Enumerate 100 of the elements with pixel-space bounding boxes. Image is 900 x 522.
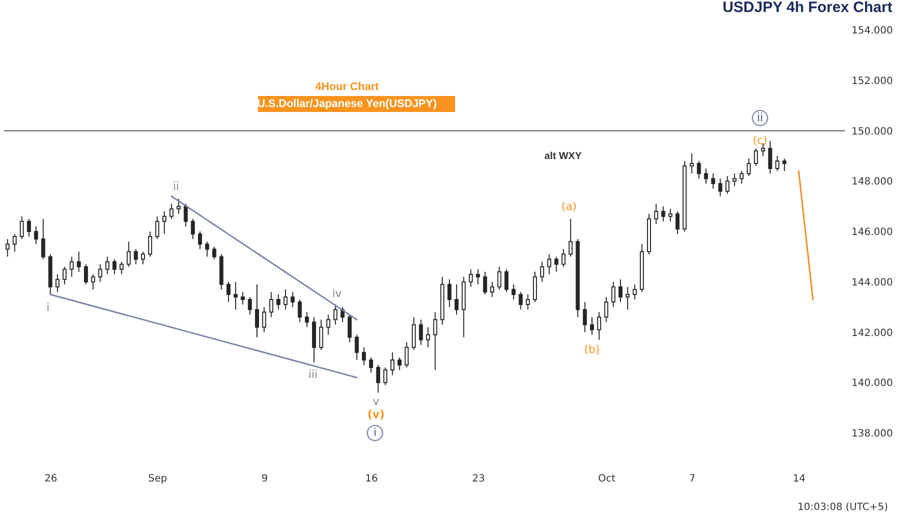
x-tick-label: Oct xyxy=(598,474,616,484)
candlestick xyxy=(676,210,680,235)
candlestick xyxy=(98,264,102,282)
candlestick xyxy=(426,326,430,348)
candlestick xyxy=(504,268,508,292)
y-tick-label: 144.000 xyxy=(852,277,893,288)
candlestick xyxy=(597,312,602,340)
candlestick xyxy=(626,286,630,310)
candlestick xyxy=(91,274,96,290)
text: 10:03:08 (UTC+5) xyxy=(798,502,888,513)
candlestick xyxy=(70,256,74,278)
candlestick xyxy=(333,304,338,326)
candlestick xyxy=(398,356,402,371)
candlestick xyxy=(668,208,672,222)
candlestick xyxy=(155,216,160,240)
candlestick xyxy=(369,356,374,374)
candlestick xyxy=(20,216,24,240)
candlestick xyxy=(568,218,573,258)
candlestick xyxy=(590,316,594,336)
candlestick xyxy=(754,148,758,167)
candlestick xyxy=(126,241,131,268)
candlestick xyxy=(383,367,388,386)
candlestick xyxy=(354,334,359,360)
candlestick xyxy=(618,278,622,303)
candlestick xyxy=(12,234,17,252)
candlestick xyxy=(362,346,366,366)
candlestick xyxy=(512,284,516,300)
candlestick xyxy=(84,264,88,285)
candlestick xyxy=(162,210,166,235)
candlestick xyxy=(190,218,195,240)
candlestick xyxy=(540,261,544,282)
candlestick xyxy=(390,352,394,376)
candlestick xyxy=(276,294,280,310)
candlestick xyxy=(404,342,409,368)
candlestick xyxy=(226,281,231,303)
x-tick-label: 26 xyxy=(44,474,58,484)
candlestick xyxy=(112,258,116,275)
chart-title: USDJPY 4h Forex Chart xyxy=(722,0,892,16)
candlestick xyxy=(148,231,152,258)
annotation: (a) xyxy=(561,200,577,213)
candlestick xyxy=(326,314,330,336)
candlestick xyxy=(169,203,174,220)
candlestick xyxy=(490,281,494,298)
annotation: alt WXY xyxy=(544,151,582,162)
annotation: ii xyxy=(756,111,764,124)
candlestick xyxy=(41,218,46,260)
candlestick xyxy=(547,254,552,275)
candlestick xyxy=(782,158,786,172)
candlestick xyxy=(205,241,210,258)
y-tick-label: 148.000 xyxy=(852,176,893,188)
annotation: iv xyxy=(332,287,342,300)
x-tick-label: 14 xyxy=(792,474,806,484)
candlestick xyxy=(454,284,459,316)
annotation: i xyxy=(46,301,50,314)
y-tick-label: 154.000 xyxy=(852,26,893,36)
y-tick-label: 140.000 xyxy=(852,378,893,390)
candlestick xyxy=(746,158,751,177)
candlestick xyxy=(62,266,67,285)
candlestick xyxy=(768,140,772,174)
x-tick-label: 16 xyxy=(365,474,378,484)
annotation: 4Hour Chart xyxy=(315,81,380,93)
x-tick-label: 7 xyxy=(689,474,696,484)
candlestick xyxy=(433,312,438,371)
candlestick xyxy=(468,268,473,288)
y-tick-label: 152.000 xyxy=(852,76,893,87)
candlestick xyxy=(140,251,145,265)
candlestick xyxy=(661,206,666,222)
candlestick xyxy=(105,256,110,275)
candlestick xyxy=(704,168,708,184)
annotation: v xyxy=(372,395,380,408)
candlestick xyxy=(690,152,694,174)
y-tick-label: 150.000 xyxy=(852,126,893,138)
candlestick xyxy=(732,173,737,187)
x-tick-label: Sep xyxy=(148,474,168,484)
candlestick xyxy=(412,316,416,350)
candlestick xyxy=(554,256,558,272)
candlestick xyxy=(290,291,295,308)
candlestick xyxy=(654,203,658,224)
candlestick xyxy=(234,281,238,310)
annotation: ii xyxy=(172,180,180,193)
annotation: i xyxy=(373,426,377,439)
annotation: iii xyxy=(308,368,318,381)
candlestick xyxy=(55,274,60,292)
x-tick-label: 23 xyxy=(472,474,485,484)
candlestick xyxy=(497,266,502,290)
x-tick-label: 9 xyxy=(261,474,268,484)
candlestick xyxy=(418,319,423,346)
candlestick xyxy=(198,231,202,250)
candlestick xyxy=(262,306,266,333)
annotation: (v) xyxy=(367,408,385,421)
candlestick xyxy=(376,364,380,394)
annotation: (c) xyxy=(752,134,768,147)
candlestick xyxy=(696,160,701,180)
candlestick xyxy=(304,312,309,328)
candlestick xyxy=(319,319,324,350)
candlestick xyxy=(718,178,722,197)
candlestick xyxy=(176,198,181,214)
annotation: (b) xyxy=(584,343,600,356)
candlestick xyxy=(711,173,716,190)
candlestick xyxy=(184,203,188,227)
